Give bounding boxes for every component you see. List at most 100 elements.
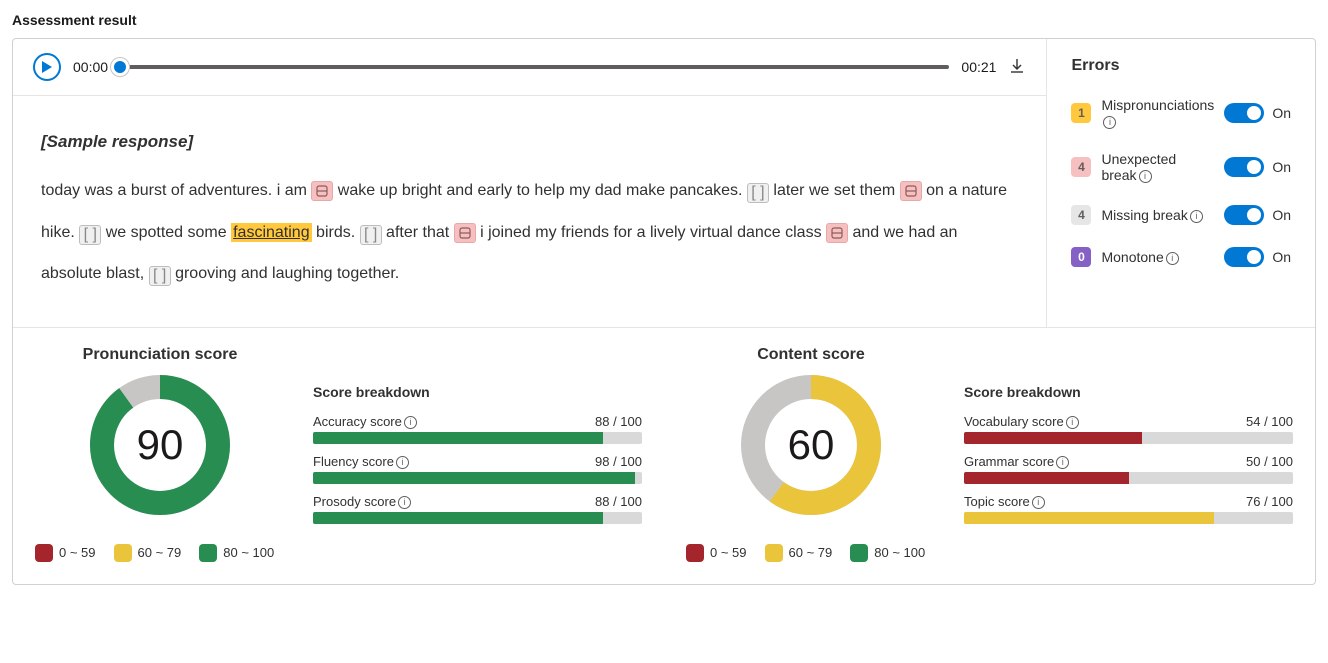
score-value: 60 (736, 370, 886, 520)
breakdown-bar-row: Prosody scorei 88 / 100 (313, 494, 642, 524)
info-icon[interactable]: i (1139, 170, 1152, 183)
audio-player: 00:00 00:21 (13, 39, 1046, 96)
bar-value: 98 / 100 (595, 454, 642, 469)
info-icon[interactable]: i (1103, 116, 1116, 129)
scores-row: Pronunciation score 90 0 ~ 59 60 ~ 79 80 ~ 1… (13, 327, 1315, 584)
breakdown-title: Score breakdown (313, 384, 642, 400)
unexpected-break-mark[interactable] (900, 181, 922, 201)
error-count-badge: 4 (1071, 157, 1091, 177)
breakdown-bar-row: Accuracy scorei 88 / 100 (313, 414, 642, 444)
error-row: 0MonotoneiOn (1071, 247, 1291, 267)
legend-label: 80 ~ 100 (874, 545, 925, 560)
legend-label: 60 ~ 79 (138, 545, 182, 560)
missing-break-mark[interactable]: [ ] (360, 225, 382, 245)
download-icon (1008, 57, 1026, 75)
legend-label: 60 ~ 79 (789, 545, 833, 560)
bar-track (964, 472, 1293, 484)
bar-label: Vocabulary scorei (964, 414, 1079, 429)
score-block: Content score 60 0 ~ 59 60 ~ 79 80 ~ 100 Scor… (664, 328, 1315, 584)
score-left: Content score 60 0 ~ 59 60 ~ 79 80 ~ 100 (686, 346, 936, 562)
bar-track (313, 472, 642, 484)
play-button[interactable] (33, 53, 61, 81)
breakdown-bar-row: Fluency scorei98 / 100 (313, 454, 642, 484)
download-button[interactable] (1008, 57, 1026, 78)
error-count-badge: 1 (1071, 103, 1091, 123)
unexpected-break-mark[interactable] (826, 223, 848, 243)
unexpected-break-mark[interactable] (311, 181, 333, 201)
missing-break-mark[interactable]: [ ] (149, 266, 171, 286)
error-row: 4Missing breakiOn (1071, 205, 1291, 225)
score-legend: 0 ~ 59 60 ~ 79 80 ~ 100 (35, 544, 285, 562)
legend-item: 0 ~ 59 (35, 544, 96, 562)
error-row: 1MispronunciationsiOn (1071, 97, 1291, 129)
score-title: Content score (686, 346, 936, 364)
seek-track[interactable] (120, 65, 949, 69)
info-icon[interactable]: i (1032, 496, 1045, 509)
score-breakdown: Score breakdown Vocabulary scorei54 / 100… (964, 346, 1293, 562)
legend-swatch (35, 544, 53, 562)
response-text: [Sample response] today was a burst of a… (13, 96, 1046, 327)
legend-label: 0 ~ 59 (59, 545, 96, 560)
bar-track (964, 432, 1293, 444)
error-row: 4Unexpected breakiOn (1071, 151, 1291, 183)
breakdown-bar-row: Vocabulary scorei54 / 100 (964, 414, 1293, 444)
legend-item: 60 ~ 79 (765, 544, 833, 562)
assessment-panel: 00:00 00:21 [Sample response] today was … (12, 38, 1316, 585)
score-title: Pronunciation score (35, 346, 285, 364)
breakdown-bar-row: Grammar scorei50 / 100 (964, 454, 1293, 484)
score-value: 90 (85, 370, 235, 520)
error-label: Unexpected breaki (1101, 151, 1214, 183)
missing-break-mark[interactable]: [ ] (79, 225, 101, 245)
legend-item: 80 ~ 100 (850, 544, 925, 562)
legend-label: 80 ~ 100 (223, 545, 274, 560)
info-icon[interactable]: i (398, 496, 411, 509)
bar-fill (313, 472, 635, 484)
error-toggle[interactable] (1224, 157, 1264, 177)
legend-swatch (765, 544, 783, 562)
bar-value: 88 / 100 (595, 494, 642, 509)
seek-thumb[interactable] (110, 57, 130, 77)
errors-panel: Errors 1 Mispronunciationsi On 4 Unexpected … (1046, 39, 1315, 327)
errors-title: Errors (1071, 57, 1291, 75)
bar-label: Accuracy scorei (313, 414, 417, 429)
time-current: 00:00 (73, 59, 108, 75)
bar-fill (964, 432, 1142, 444)
info-icon[interactable]: i (404, 416, 417, 429)
error-toggle[interactable] (1224, 247, 1264, 267)
legend-item: 80 ~ 100 (199, 544, 274, 562)
info-icon[interactable]: i (1190, 210, 1203, 223)
bar-fill (964, 472, 1129, 484)
bar-track (313, 512, 642, 524)
bar-label: Grammar scorei (964, 454, 1069, 469)
legend-swatch (850, 544, 868, 562)
score-block: Pronunciation score 90 0 ~ 59 60 ~ 79 80 ~ 1… (13, 328, 664, 584)
breakdown-bar-row: Topic scorei76 / 100 (964, 494, 1293, 524)
score-legend: 0 ~ 59 60 ~ 79 80 ~ 100 (686, 544, 936, 562)
legend-swatch (199, 544, 217, 562)
info-icon[interactable]: i (1056, 456, 1069, 469)
unexpected-break-mark[interactable] (454, 223, 476, 243)
breakdown-title: Score breakdown (964, 384, 1293, 400)
bar-value: 88 / 100 (595, 414, 642, 429)
bar-label: Prosody scorei (313, 494, 411, 509)
time-total: 00:21 (961, 59, 996, 75)
player-and-response-column: 00:00 00:21 [Sample response] today was … (13, 39, 1046, 327)
error-label: Mispronunciationsi (1101, 97, 1214, 129)
info-icon[interactable]: i (1166, 252, 1179, 265)
response-body: today was a burst of adventures. i am wa… (41, 182, 1007, 282)
score-breakdown: Score breakdownAccuracy scorei88 / 100Fl… (313, 346, 642, 562)
info-icon[interactable]: i (1066, 416, 1079, 429)
error-toggle[interactable] (1224, 103, 1264, 123)
bar-fill (964, 512, 1214, 524)
missing-break-mark[interactable]: [ ] (747, 183, 769, 203)
error-toggle[interactable] (1224, 205, 1264, 225)
error-toggle-label: On (1272, 207, 1291, 223)
bar-fill (313, 432, 603, 444)
legend-label: 0 ~ 59 (710, 545, 747, 560)
mispronunciation-mark[interactable]: fascinating (231, 223, 312, 242)
bar-fill (313, 512, 603, 524)
response-header: [Sample response] (41, 120, 1018, 164)
legend-item: 0 ~ 59 (686, 544, 747, 562)
legend-swatch (114, 544, 132, 562)
info-icon[interactable]: i (396, 456, 409, 469)
